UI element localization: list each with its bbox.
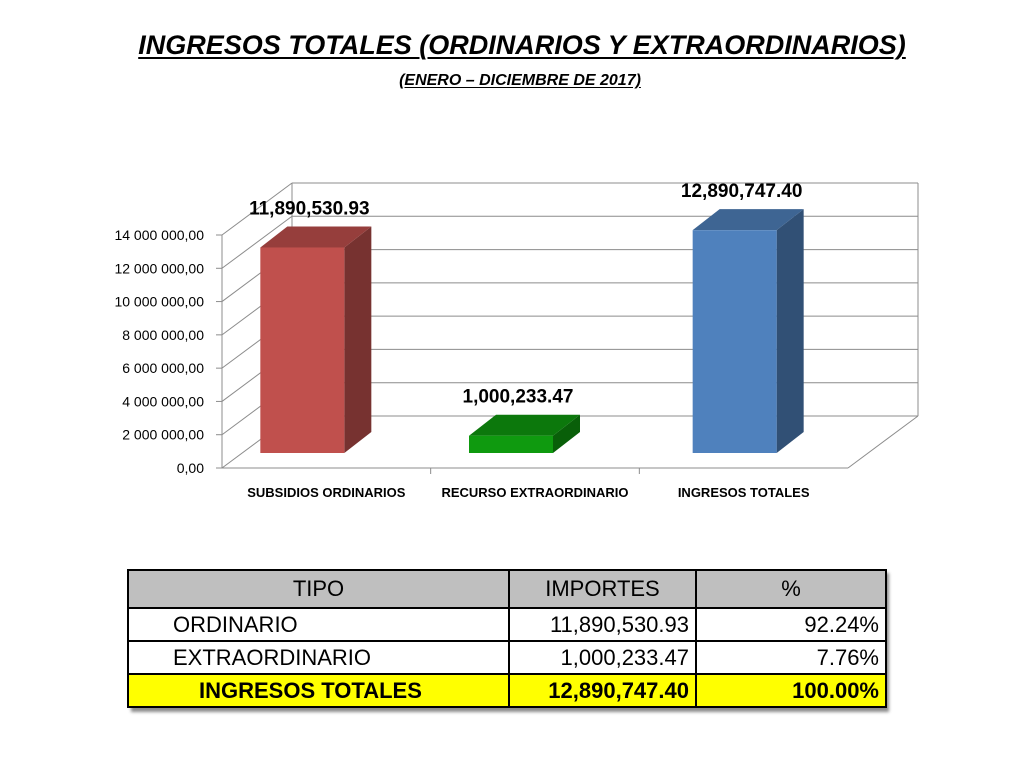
summary-table-container: TIPO IMPORTES % ORDINARIO 11,890,530.93 …	[127, 569, 887, 708]
row-extraordinario-importe: 1,000,233.47	[508, 640, 697, 675]
side-gridline	[221, 215, 293, 269]
bar-side	[776, 209, 804, 453]
header-percent: %	[695, 569, 887, 609]
row-extraordinario-percent: 7.76%	[695, 640, 887, 675]
chart-subtitle: (ENERO – DICIEMBRE DE 2017)	[399, 72, 641, 89]
total-percent: 100.00%	[695, 673, 887, 708]
total-tipo: INGRESOS TOTALES	[127, 673, 510, 708]
table-row: EXTRAORDINARIO 1,000,233.47 7.76%	[127, 640, 887, 675]
table-total-row: INGRESOS TOTALES 12,890,747.40 100.00%	[127, 673, 887, 708]
bar-side	[344, 226, 372, 453]
y-tick-label: 8 000 000,00	[122, 327, 204, 343]
header-importes: IMPORTES	[508, 569, 697, 609]
total-importe: 12,890,747.40	[508, 673, 697, 708]
bar-data-label: 1,000,233.47	[463, 387, 574, 408]
y-tick-label: 0,00	[177, 460, 204, 476]
side-gridline	[221, 182, 293, 236]
y-tick-label: 4 000 000,00	[122, 393, 204, 409]
table-row: ORDINARIO 11,890,530.93 92.24%	[127, 607, 887, 642]
bar-top	[260, 226, 372, 248]
row-ordinario-percent: 92.24%	[695, 607, 887, 642]
bar-data-label: 12,890,747.40	[681, 181, 803, 202]
bar-top	[692, 209, 804, 231]
summary-table: TIPO IMPORTES % ORDINARIO 11,890,530.93 …	[127, 569, 887, 708]
y-tick-label: 10 000 000,00	[114, 294, 204, 310]
y-tick-label: 6 000 000,00	[122, 360, 204, 376]
row-ordinario-tipo: ORDINARIO	[127, 607, 510, 642]
bar-front	[692, 230, 777, 453]
x-tick-label: INGRESOS TOTALES	[678, 485, 810, 500]
bar-data-label: 11,890,530.93	[249, 198, 369, 219]
bar-chart: 0,00 2 000 000,00 4 000 000,00 6 000 000,00…	[114, 181, 919, 500]
table-header-row: TIPO IMPORTES %	[127, 569, 887, 609]
chart-title: INGRESOS TOTALES (ORDINARIOS Y EXTRAORDI…	[138, 30, 906, 60]
y-tick-label: 14 000 000,00	[114, 227, 204, 243]
bar-side	[553, 414, 580, 453]
x-tick-label: SUBSIDIOS ORDINARIOS	[247, 485, 406, 500]
row-ordinario-importe: 11,890,530.93	[508, 607, 697, 642]
bar-top	[469, 414, 580, 436]
x-tick-label: RECURSO EXTRAORDINARIO	[441, 485, 628, 500]
header-tipo: TIPO	[127, 569, 510, 609]
y-tick-label: 2 000 000,00	[122, 427, 204, 443]
y-tick-label: 12 000 000,00	[114, 260, 204, 276]
bar-front	[260, 247, 345, 453]
floor-right-edge	[847, 415, 919, 469]
row-extraordinario-tipo: EXTRAORDINARIO	[127, 640, 510, 675]
bar-front	[469, 435, 553, 453]
